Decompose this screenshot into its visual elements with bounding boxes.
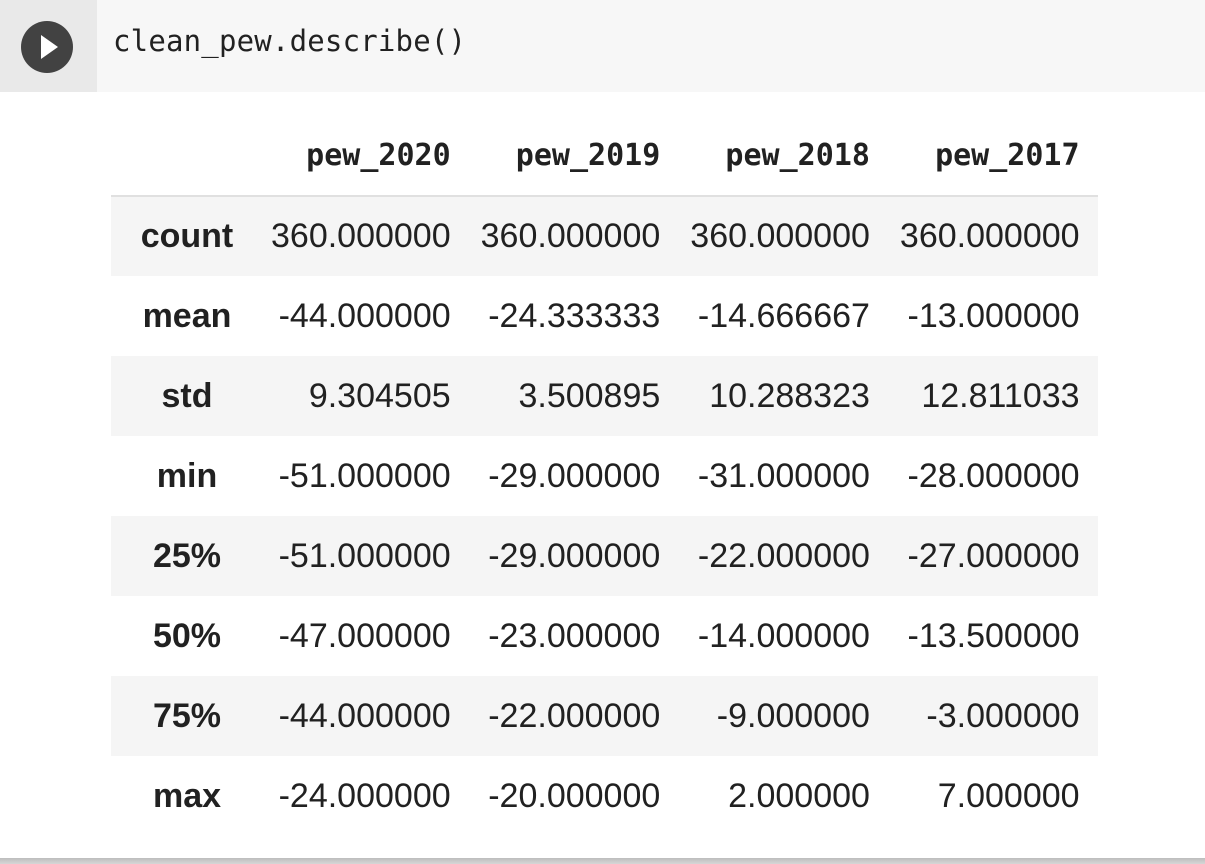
table-cell: -28.000000 (907, 456, 1080, 495)
row-label: mean (142, 296, 232, 335)
table-cell: -22.000000 (488, 696, 661, 735)
table-cell: -3.000000 (926, 696, 1080, 735)
code-editor[interactable]: clean_pew.describe() (97, 0, 1205, 92)
table-row: 50% -47.000000 -23.000000 -14.000000 -13… (111, 596, 1098, 676)
table-cell: -44.000000 (278, 296, 451, 335)
run-cell-button[interactable] (21, 21, 73, 73)
table-cell: -29.000000 (488, 456, 661, 495)
table-row: std 9.304505 3.500895 10.288323 12.81103… (111, 356, 1098, 436)
code-line[interactable]: clean_pew.describe() (113, 24, 467, 58)
table-cell: -44.000000 (278, 696, 451, 735)
table-cell: 360.000000 (271, 217, 451, 255)
table-row: count 360.000000 360.000000 360.000000 3… (111, 196, 1098, 276)
table-row: 75% -44.000000 -22.000000 -9.000000 -3.0… (111, 676, 1098, 756)
table-cell: -27.000000 (907, 536, 1080, 575)
table-cell: -9.000000 (716, 696, 870, 735)
table-cell: 12.811033 (921, 376, 1080, 415)
table-cell: 360.000000 (690, 217, 870, 255)
table-cell: 10.288323 (709, 376, 870, 415)
table-row: 25% -51.000000 -29.000000 -22.000000 -27… (111, 516, 1098, 596)
row-label: count (140, 217, 234, 255)
table-cell: -20.000000 (488, 776, 661, 815)
table-cell: -23.000000 (488, 616, 661, 655)
corner-cell (111, 115, 259, 197)
table-cell: 360.000000 (480, 217, 661, 255)
cell-output (0, 92, 1205, 858)
table-cell: -13.000000 (907, 296, 1080, 335)
table-cell: 360.000000 (899, 217, 1080, 255)
row-label: 50% (152, 616, 222, 655)
cell-gutter (0, 0, 97, 92)
column-header: pew_2018 (678, 115, 888, 197)
table-cell: 7.000000 (937, 776, 1080, 815)
table-cell: -24.333333 (488, 296, 661, 335)
table-cell: 9.304505 (308, 376, 451, 415)
row-label: std (161, 376, 213, 415)
table-cell: -14.000000 (697, 616, 870, 655)
table-row: max -24.000000 -20.000000 2.000000 7.000… (111, 756, 1098, 836)
column-header: pew_2017 (887, 115, 1098, 197)
play-icon (41, 35, 58, 59)
table-row: mean -44.000000 -24.333333 -14.666667 -1… (111, 276, 1098, 356)
table-cell: 3.500895 (518, 376, 661, 415)
table-row: min -51.000000 -29.000000 -31.000000 -28… (111, 436, 1098, 516)
table-cell: 2.000000 (728, 776, 870, 815)
table-cell: -22.000000 (697, 536, 870, 575)
table-cell: -24.000000 (278, 776, 451, 815)
row-label: 25% (152, 536, 222, 575)
table-cell: -47.000000 (278, 616, 451, 655)
table-cell: -29.000000 (488, 536, 661, 575)
table-cell: -13.500000 (907, 616, 1080, 655)
cell-bottom-border (0, 858, 1205, 864)
dataframe-table: pew_2020 pew_2019 pew_2018 pew_2017 coun… (111, 115, 1098, 836)
row-label: 75% (152, 696, 222, 735)
row-label: max (152, 776, 222, 815)
header-row: pew_2020 pew_2019 pew_2018 pew_2017 (111, 115, 1098, 197)
column-header: pew_2019 (468, 115, 679, 197)
table-cell: -51.000000 (278, 456, 451, 495)
row-label: min (156, 456, 218, 495)
column-header: pew_2020 (259, 115, 469, 197)
table-cell: -14.666667 (697, 296, 870, 335)
table-cell: -31.000000 (697, 456, 870, 495)
table-cell: -51.000000 (278, 536, 451, 575)
